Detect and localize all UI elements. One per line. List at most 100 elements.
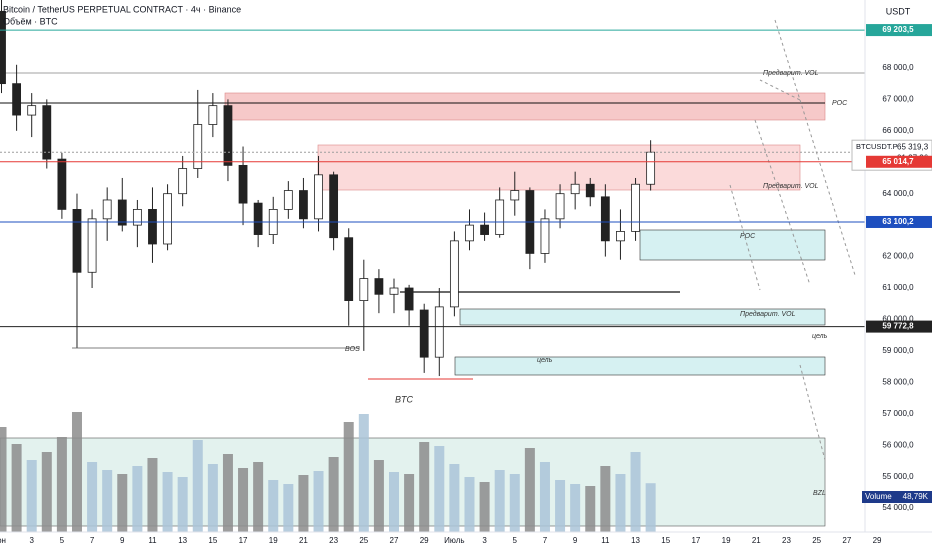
candle-body (495, 199, 505, 235)
annotation: BZL (813, 490, 826, 497)
volume-bar (555, 480, 566, 532)
demand-zone (639, 229, 826, 261)
annotation: Предварит. VOL (763, 69, 819, 77)
price-tag (866, 320, 932, 333)
volume-bar (600, 466, 611, 532)
candle-body (0, 10, 6, 85)
volume-bar (313, 471, 324, 532)
volume-bar (524, 448, 535, 532)
x-tick-label: 21 (299, 536, 308, 545)
candle-body (148, 209, 157, 245)
candle-body (283, 190, 293, 210)
x-tick-label: 9 (120, 536, 125, 545)
annotation: цель (812, 333, 828, 340)
candle-body (510, 190, 520, 201)
candle-body (253, 202, 263, 235)
y-tick-label: 59 000,0 (882, 346, 914, 355)
volume-bar (449, 464, 460, 532)
volume-bar (268, 480, 279, 532)
x-tick-label: 17 (691, 536, 700, 545)
candle-body (389, 287, 399, 295)
y-tick-label: 55 000,0 (882, 472, 914, 481)
volume-bar (283, 484, 294, 532)
volume-bar (0, 427, 7, 532)
price-label: 59 772,8 (882, 322, 914, 331)
volume-bar (585, 486, 596, 532)
x-tick-label: 25 (359, 536, 368, 545)
candle-body (27, 105, 37, 116)
volume-bar (570, 484, 581, 532)
volume-bar (645, 483, 656, 532)
y-tick-label: 56 000,0 (882, 440, 914, 449)
volume-bar (343, 422, 354, 532)
volume-bar (328, 457, 339, 532)
volume-tag (862, 491, 932, 503)
candle-body (208, 105, 218, 125)
candle-body (555, 193, 565, 220)
x-tick-label: 9 (573, 536, 578, 545)
price-label: 65 014,7 (882, 157, 914, 166)
volume-bar (102, 470, 113, 532)
candle-body (87, 218, 97, 273)
x-tick-label: 11 (601, 536, 610, 545)
volume-bar (615, 474, 626, 532)
y-tick-label: 64 000,0 (882, 189, 914, 198)
x-tick-label: 29 (873, 536, 882, 545)
price-tag (866, 215, 932, 228)
x-tick-label: он (0, 536, 6, 545)
y-tick-label: 58 000,0 (882, 377, 914, 386)
x-tick-label: 7 (543, 536, 548, 545)
x-tick-label: 3 (29, 536, 34, 545)
volume-bar (253, 462, 264, 532)
candle-body (419, 309, 429, 358)
candle-body (570, 183, 580, 195)
annotation: POC (740, 233, 756, 240)
volume-bar (87, 462, 98, 532)
x-tick-label: 25 (812, 536, 821, 545)
volume-bar (192, 440, 203, 532)
candle-body (12, 83, 22, 116)
volume-bar (509, 474, 520, 532)
volume-bar (389, 472, 400, 532)
x-tick-label: 15 (661, 536, 670, 545)
candle-body (646, 151, 656, 185)
y-tick-label: 62 000,0 (882, 252, 914, 261)
demand-zone (459, 308, 826, 326)
candle-body (359, 278, 369, 301)
annotation: POC (832, 100, 848, 107)
title: Bitcoin / TetherUS PERPETUAL CONTRACT · … (3, 4, 241, 14)
volume-bar (56, 437, 67, 532)
volume-bar (539, 462, 550, 532)
volume-bar (26, 460, 37, 532)
candle-body (299, 190, 308, 220)
candle-body (72, 209, 82, 273)
volume-bar (117, 474, 128, 532)
x-tick-label: 23 (329, 536, 338, 545)
price-label: 69 203,5 (882, 25, 914, 34)
volume-bar (358, 414, 369, 532)
volume-bar (41, 452, 52, 532)
x-tick-label: 7 (90, 536, 95, 545)
x-tick-label: 13 (631, 536, 640, 545)
supply-zone (224, 92, 826, 121)
volume-bar (298, 475, 309, 532)
y-tick-label: 61 000,0 (882, 283, 914, 292)
x-tick-label: 23 (782, 536, 791, 545)
volume-bar (404, 474, 415, 532)
candle-body (585, 183, 595, 198)
volume-bar (434, 446, 445, 532)
x-tick-label: 13 (178, 536, 187, 545)
x-tick-label: 19 (722, 536, 731, 545)
y-tick-label: 68 000,0 (882, 63, 914, 72)
price-axis (865, 0, 932, 550)
projection (729, 19, 856, 461)
x-tick-label: 27 (842, 536, 851, 545)
volume-bar (71, 412, 82, 532)
volume-bar (11, 444, 22, 532)
volume-value: 48,79K (903, 492, 929, 501)
x-tick-label: 19 (269, 536, 278, 545)
annotation: Предварит. VOL (740, 310, 796, 318)
candle-body (163, 193, 172, 245)
volume-name: Volume (865, 492, 892, 501)
